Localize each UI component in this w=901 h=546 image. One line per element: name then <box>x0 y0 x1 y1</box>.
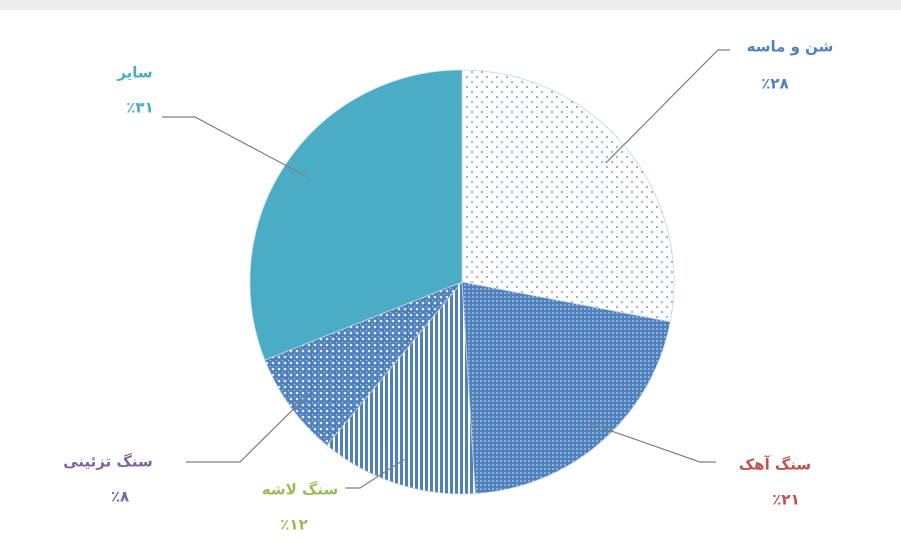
slice-label: سنگ تزئینی <box>63 453 152 471</box>
slice-label: سنگ لاشه <box>262 481 338 499</box>
pie-slice <box>326 280 476 495</box>
pie-slice <box>461 69 675 323</box>
slice-value-label: ٪۱۲ <box>280 516 307 534</box>
leader-line <box>162 116 308 178</box>
pie-slice <box>461 281 671 495</box>
pie-slice <box>249 69 463 361</box>
pie-slice <box>264 281 463 446</box>
leader-line <box>186 391 312 463</box>
slice-value-label: ٪۸ <box>111 488 129 506</box>
slice-value-label: ٪۲۱ <box>772 491 799 509</box>
slice-label: شن و ماسه <box>747 38 834 56</box>
slice-value-label: ٪۳۱ <box>126 99 153 117</box>
top-strip <box>0 0 901 10</box>
leader-line <box>605 49 730 164</box>
slice-value-label: ٪۲۸ <box>761 75 788 93</box>
slice-label: سایر <box>116 64 152 82</box>
slice-label: سنگ آهک <box>739 456 811 474</box>
leader-line <box>345 458 405 489</box>
leader-line <box>585 421 716 463</box>
